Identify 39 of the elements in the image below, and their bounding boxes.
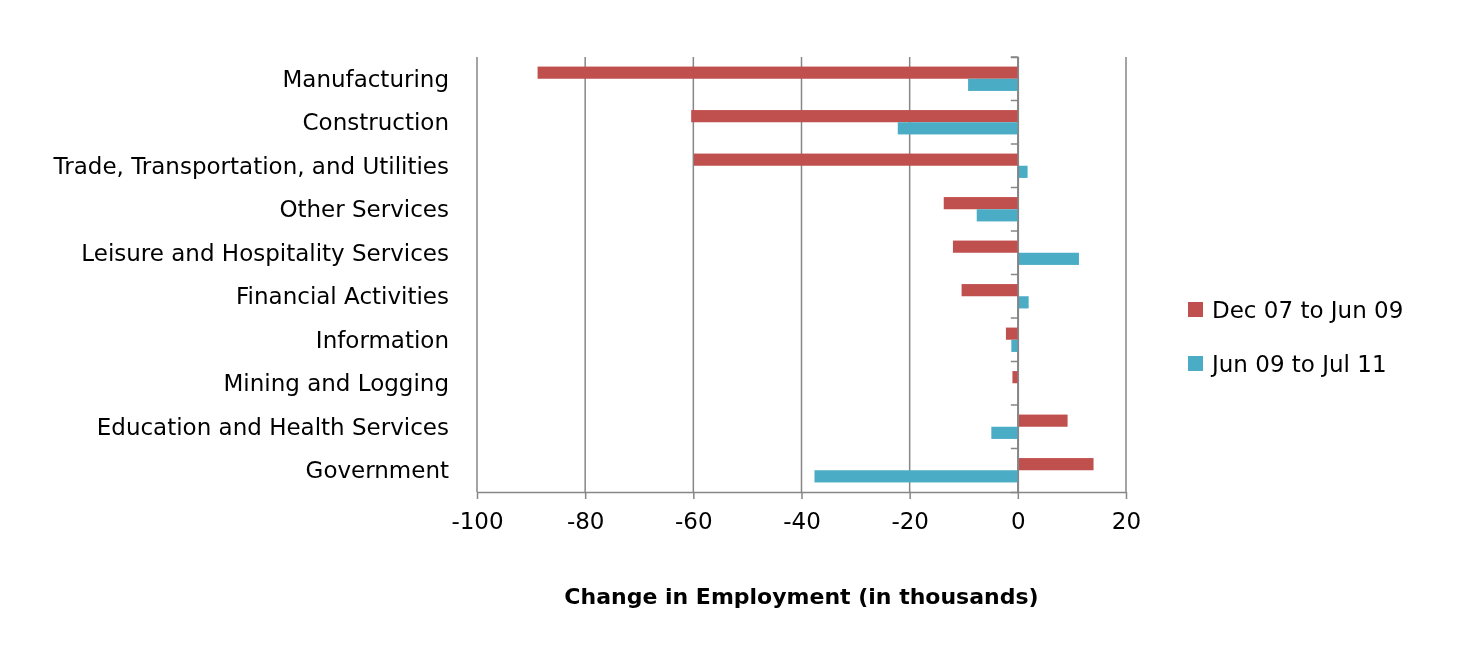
bar xyxy=(961,284,1018,297)
y-tick-label: Government xyxy=(305,457,449,484)
x-tick-label: 0 xyxy=(1011,508,1026,535)
y-tick-label: Trade, Transportation, and Utilities xyxy=(52,152,449,179)
bar xyxy=(1017,458,1094,471)
bar xyxy=(1017,252,1079,265)
x-axis-title: Change in Employment (in thousands) xyxy=(564,584,1039,609)
bar xyxy=(1017,165,1028,178)
y-tick-label: Financial Activities xyxy=(236,283,449,310)
bar xyxy=(537,66,1018,79)
bar xyxy=(691,110,1018,123)
y-tick-label: Manufacturing xyxy=(282,65,449,92)
bar xyxy=(976,209,1018,222)
x-tick-label: -40 xyxy=(783,508,821,535)
bar xyxy=(968,78,1018,91)
x-tick-label: -20 xyxy=(891,508,929,535)
bar xyxy=(1017,414,1068,427)
legend-label: Jun 09 to Jul 11 xyxy=(1210,351,1387,378)
legend-label: Dec 07 to Jun 09 xyxy=(1212,297,1404,324)
bar xyxy=(897,122,1018,135)
bar xyxy=(1011,339,1018,352)
bar xyxy=(1017,296,1029,309)
bar xyxy=(943,197,1018,210)
x-tick-label: -80 xyxy=(566,508,605,535)
bar xyxy=(952,240,1018,253)
x-tick-label: -100 xyxy=(451,508,504,535)
y-tick-label: Other Services xyxy=(279,196,449,223)
y-tick-label: Education and Health Services xyxy=(96,413,449,440)
x-tick-label: -60 xyxy=(675,508,713,535)
y-tick-label: Leisure and Hospitality Services xyxy=(81,239,449,266)
y-tick-label: Information xyxy=(315,326,449,353)
bar xyxy=(1005,327,1018,340)
bar xyxy=(693,153,1018,166)
y-tick-label: Construction xyxy=(302,109,449,136)
bar xyxy=(991,426,1018,439)
y-tick-label: Mining and Logging xyxy=(223,370,449,397)
x-tick-label: 20 xyxy=(1111,508,1142,535)
bar xyxy=(1012,371,1018,384)
bar xyxy=(814,470,1018,483)
